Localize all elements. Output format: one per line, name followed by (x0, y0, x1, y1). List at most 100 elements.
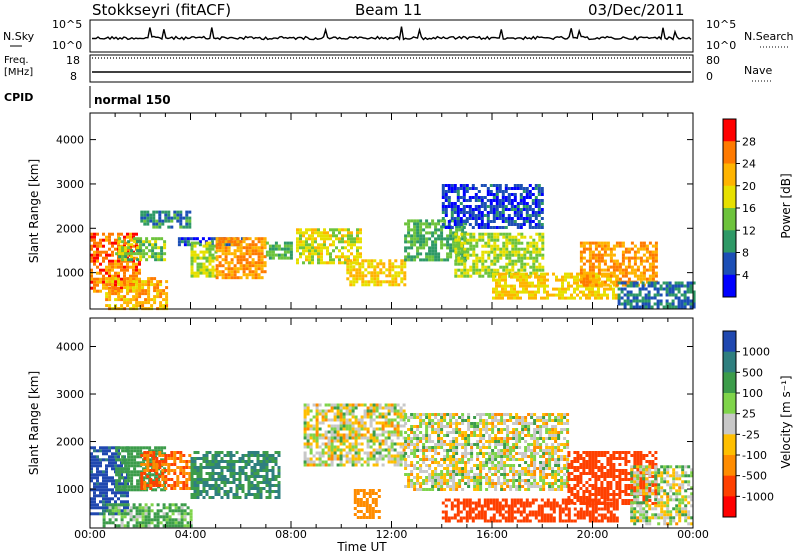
heatmap-cell (498, 190, 502, 193)
heatmap-cell (312, 427, 316, 431)
heatmap-cell (167, 225, 171, 229)
heatmap-cell (333, 418, 337, 422)
heatmap-cell (428, 246, 432, 250)
heatmap-cell (315, 403, 319, 407)
heatmap-cell (422, 258, 426, 262)
heatmap-cell (558, 278, 561, 282)
heatmap-cell (463, 268, 467, 272)
heatmap-cell (692, 296, 696, 300)
heatmap-cell (90, 488, 93, 492)
heatmap-cell (671, 290, 675, 294)
heatmap-cell (117, 271, 120, 275)
heatmap-cell (444, 184, 448, 187)
heatmap-cell (93, 455, 96, 459)
heatmap-cell (347, 240, 350, 244)
heatmap-cell (461, 443, 465, 446)
heatmap-cell (96, 277, 99, 281)
heatmap-cell (99, 268, 102, 272)
heatmap-cell (520, 232, 524, 236)
heatmap-cell (475, 238, 479, 242)
heatmap-cell (227, 237, 231, 241)
heatmap-cell (454, 271, 458, 275)
heatmap-cell (485, 446, 489, 449)
heatmap-cell (146, 216, 150, 220)
heatmap-cell (90, 503, 93, 507)
heatmap-cell (157, 255, 161, 259)
heatmap-cell (229, 472, 233, 475)
heatmap-cell (570, 284, 573, 288)
heatmap-cell (105, 521, 109, 525)
heatmap-cell (468, 223, 472, 226)
heatmap-cell (502, 265, 506, 269)
heatmap-cell (93, 250, 96, 254)
heatmap-cell (317, 243, 320, 247)
heatmap-cell (479, 488, 483, 491)
heatmap-cell (413, 416, 417, 419)
heatmap-cell (146, 484, 150, 487)
heatmap-cell (350, 231, 353, 235)
heatmap-cell (168, 515, 172, 519)
heatmap-cell (90, 500, 93, 504)
heatmap-cell (391, 280, 395, 284)
heatmap-cell (338, 261, 341, 265)
heatmap-cell (303, 418, 307, 422)
heatmap-cell (205, 256, 209, 260)
heatmap-cell (162, 512, 166, 516)
heatmap-cell (369, 409, 373, 413)
heatmap-cell (463, 274, 467, 278)
heatmap-cell (123, 506, 126, 510)
heatmap-cell (492, 296, 495, 300)
heatmap-cell (475, 256, 479, 260)
heatmap-cell (333, 454, 337, 458)
heatmap-cell (335, 255, 338, 259)
heatmap-cell (233, 255, 237, 259)
heatmap-cell (130, 476, 134, 480)
heatmap-cell (247, 454, 251, 457)
heatmap-cell (495, 296, 498, 300)
heatmap-cell (376, 265, 380, 269)
heatmap-cell (600, 259, 604, 263)
heatmap-cell (394, 259, 398, 263)
heatmap-cell (419, 485, 423, 488)
heatmap-cell (629, 281, 633, 285)
heatmap-cell (342, 427, 346, 431)
heatmap-cell (504, 205, 508, 208)
heatmap-cell (335, 228, 338, 232)
heatmap-cell (327, 454, 331, 458)
heatmap-cell (444, 199, 448, 202)
heatmap-cell (221, 258, 225, 262)
heatmap-cell (453, 223, 457, 226)
heatmap-cell (525, 281, 528, 285)
heatmap-cell (90, 464, 93, 468)
heatmap-cell (305, 237, 308, 241)
heatmap-cell (351, 460, 355, 464)
heatmap-cell (419, 416, 423, 419)
heatmap-cell (378, 427, 382, 431)
heatmap-cell (434, 431, 438, 434)
heatmap-cell (359, 240, 362, 244)
heatmap-cell (329, 261, 332, 265)
heatmap-cell (452, 455, 456, 458)
heatmap-cell (522, 290, 525, 294)
heatmap-cell (492, 220, 496, 223)
heatmap-cell (299, 243, 302, 247)
heatmap-cell (242, 237, 246, 241)
heatmap-cell (130, 482, 134, 486)
heatmap-cell (476, 422, 480, 425)
heatmap-cell (117, 262, 120, 266)
heatmap-cell (221, 237, 225, 241)
nave-tick-high: 80 (706, 54, 720, 67)
heatmap-cell (105, 253, 108, 257)
heatmap-cell (425, 413, 429, 416)
heatmap-cell (529, 256, 533, 260)
heatmap-cell (654, 271, 658, 275)
heatmap-cell (358, 268, 362, 272)
heatmap-cell (514, 247, 518, 251)
heatmap-cell (163, 467, 167, 471)
heatmap-cell (223, 475, 227, 478)
heatmap-cell (431, 246, 435, 250)
heatmap-cell (211, 247, 215, 251)
heatmap-cell (314, 246, 317, 250)
heatmap-cell (366, 409, 370, 413)
heatmap-cell (455, 428, 459, 431)
